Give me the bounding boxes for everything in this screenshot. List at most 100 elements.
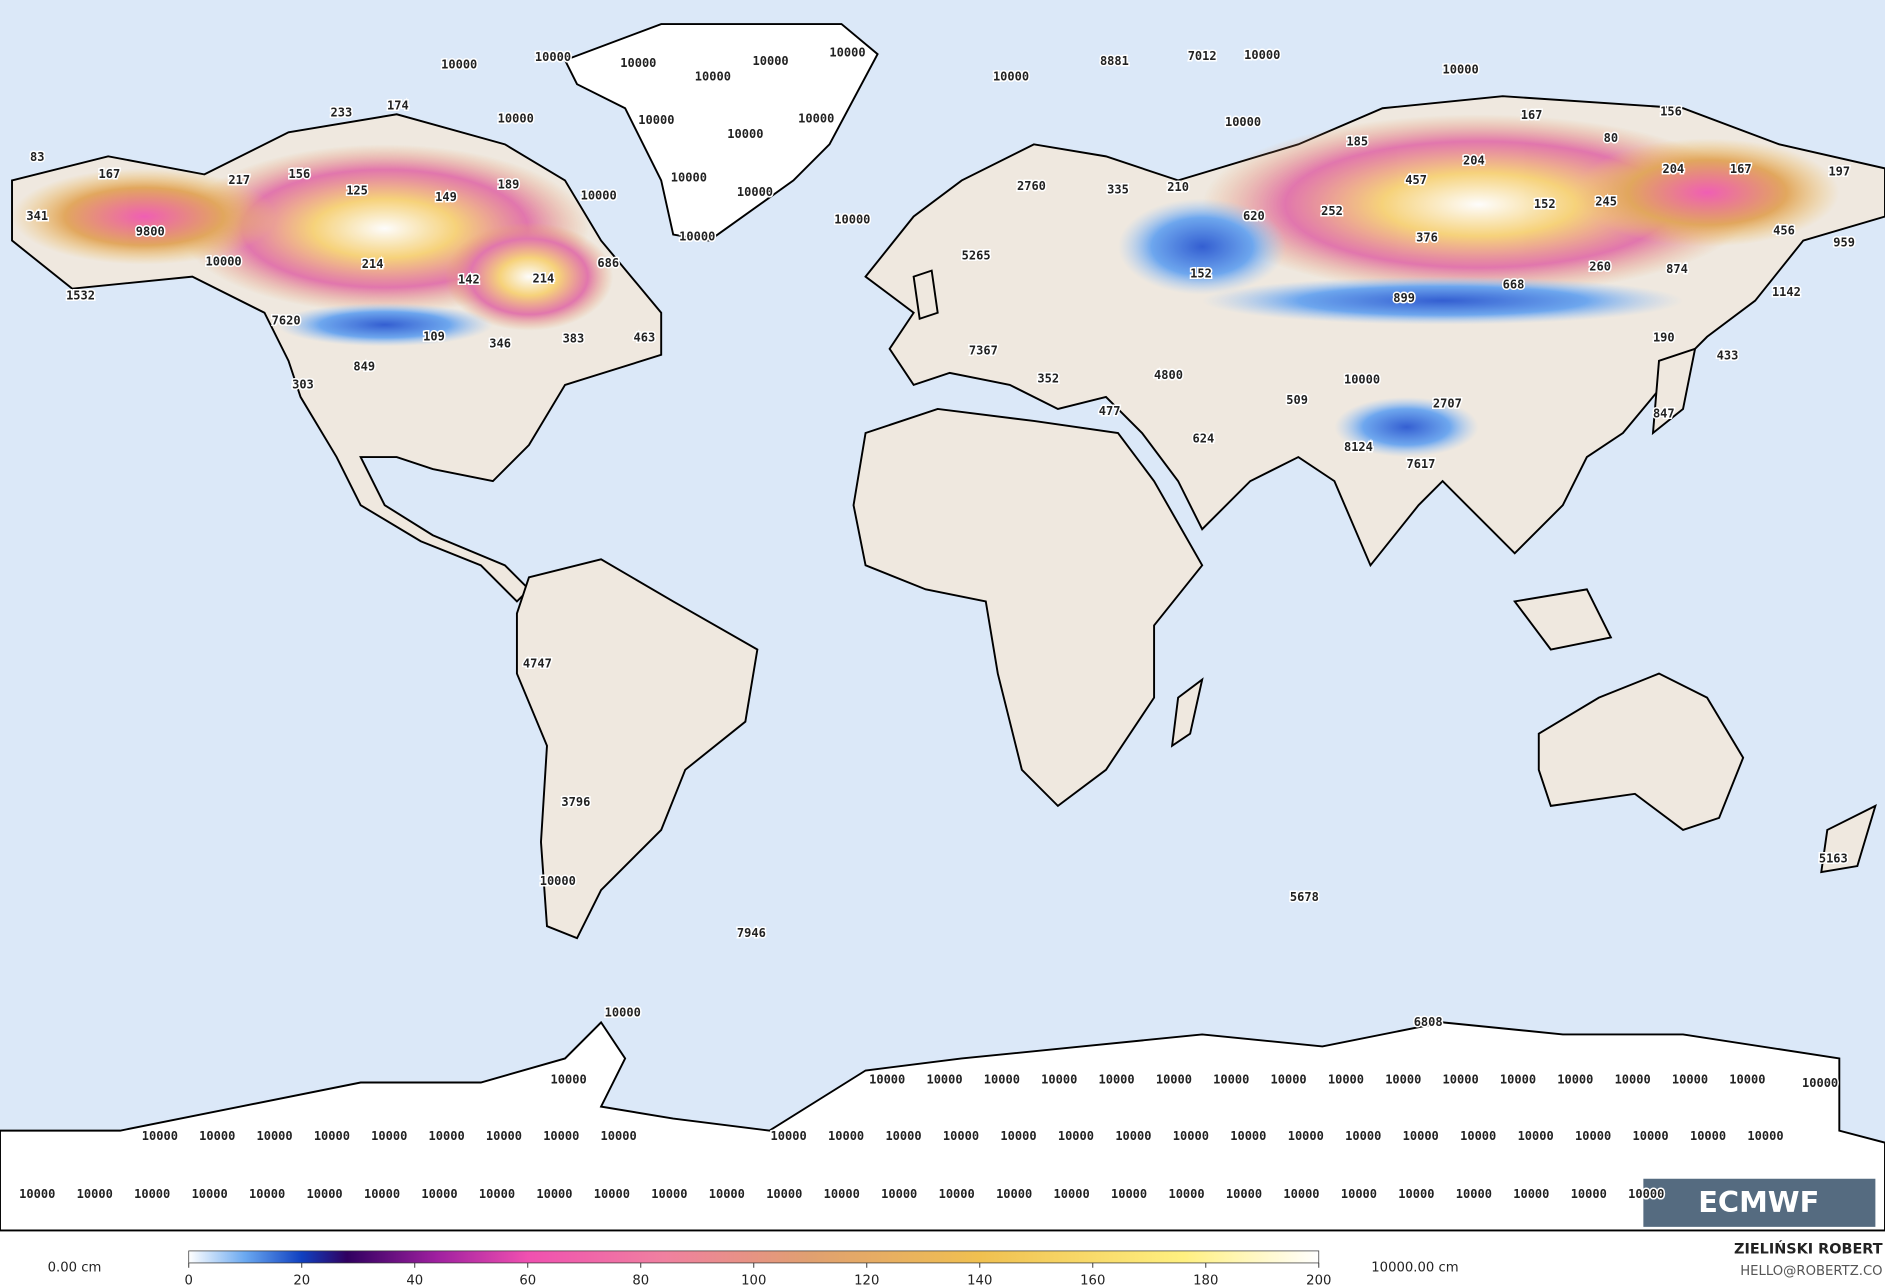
map-label: 10000 [535, 50, 571, 64]
map-label: 335 [1107, 183, 1129, 197]
map-label: 10000 [679, 229, 715, 243]
map-label: 10000 [142, 1129, 178, 1143]
map-label: 7617 [1406, 457, 1435, 471]
map-label: 509 [1286, 393, 1308, 407]
map-label: 167 [1521, 108, 1543, 122]
map-label: 80 [1604, 131, 1618, 145]
map-label: 2760 [1017, 179, 1046, 193]
map-label: 214 [362, 257, 384, 271]
map-label: 10000 [421, 1187, 457, 1201]
map-label: 2707 [1433, 397, 1462, 411]
map-label: 899 [1393, 291, 1415, 305]
map-label: 457 [1405, 173, 1427, 187]
map-label: 10000 [798, 112, 834, 126]
map-label: 346 [489, 336, 511, 350]
credit-name: ZIELIŃSKI ROBERT [1734, 1239, 1883, 1257]
map-label: 10000 [620, 56, 656, 70]
map-label: 10000 [1054, 1187, 1090, 1201]
map-label: 10000 [1575, 1129, 1611, 1143]
map-label: 10000 [371, 1129, 407, 1143]
colorbar-tick-label: 200 [1306, 1274, 1331, 1287]
map-label: 1142 [1772, 285, 1801, 299]
map-label: 10000 [1288, 1129, 1324, 1143]
map-label: 456 [1773, 223, 1795, 237]
map-label: 10000 [1344, 373, 1380, 387]
map-label: 874 [1666, 262, 1688, 276]
map-label: 10000 [1213, 1073, 1249, 1087]
map-label: 10000 [1500, 1073, 1536, 1087]
map-label: 433 [1717, 349, 1739, 363]
colorbar-min: 0.00 cm [48, 1260, 102, 1275]
map-label: 8124 [1344, 440, 1373, 454]
colorbar-tick-label: 80 [632, 1274, 649, 1287]
map-label: 686 [597, 256, 619, 270]
map-label: 10000 [540, 874, 576, 888]
map-label: 214 [533, 272, 555, 286]
map-label: 174 [387, 98, 409, 112]
map-label: 10000 [1271, 1073, 1307, 1087]
map-label: 849 [353, 359, 375, 373]
map-label: 10000 [1615, 1073, 1651, 1087]
map-label: 10000 [651, 1187, 687, 1201]
map-label: 10000 [753, 54, 789, 68]
map-label: 10000 [766, 1187, 802, 1201]
map-label: 10000 [19, 1187, 55, 1201]
map-label: 10000 [594, 1187, 630, 1201]
map-label: 10000 [1398, 1187, 1434, 1201]
map-label: 10000 [1168, 1187, 1204, 1201]
map-label: 10000 [939, 1187, 975, 1201]
map-label: 5678 [1290, 890, 1319, 904]
map-label: 624 [1193, 432, 1215, 446]
map-label: 10000 [77, 1187, 113, 1201]
map-label: 10000 [984, 1073, 1020, 1087]
map-label: 10000 [881, 1187, 917, 1201]
map-label: 10000 [709, 1187, 745, 1201]
snow-cover [12, 114, 1840, 458]
map-label: 10000 [1156, 1073, 1192, 1087]
map-label: 10000 [828, 1129, 864, 1143]
map-label: 167 [99, 167, 121, 181]
map-label: 10000 [1802, 1076, 1838, 1090]
colorbar-tick-label: 120 [854, 1274, 879, 1287]
map-label: 9800 [136, 225, 165, 239]
map-label: 7012 [1188, 49, 1217, 63]
map-label: 10000 [479, 1187, 515, 1201]
map-label: 10000 [1000, 1129, 1036, 1143]
map-label: 185 [1346, 134, 1368, 148]
map-label: 10000 [1443, 1073, 1479, 1087]
map-label: 10000 [1328, 1073, 1364, 1087]
map-label: 10000 [1690, 1129, 1726, 1143]
map-label: 3796 [561, 795, 590, 809]
map-label: 10000 [771, 1129, 807, 1143]
map-label: 260 [1589, 260, 1611, 274]
map-label: 10000 [1173, 1129, 1209, 1143]
map-label: 10000 [256, 1129, 292, 1143]
map-label: 10000 [1341, 1187, 1377, 1201]
map-label: 10000 [314, 1129, 350, 1143]
map-label: 10000 [1403, 1129, 1439, 1143]
credit-contact: HELLO@ROBERTZ.CO [1740, 1264, 1882, 1279]
colorbar-tick-label: 140 [967, 1274, 992, 1287]
map-label: 217 [228, 173, 250, 187]
logo-text: ECMWF [1698, 1185, 1819, 1219]
map-label: 10000 [1460, 1129, 1496, 1143]
map-label: 4747 [523, 656, 552, 670]
map-label: 10000 [1058, 1129, 1094, 1143]
map-label: 10000 [1345, 1129, 1381, 1143]
map-label: 190 [1653, 330, 1675, 344]
map-label: 10000 [869, 1073, 905, 1087]
map-label: 7367 [969, 344, 998, 358]
map-label: 352 [1037, 371, 1059, 385]
map-label: 463 [634, 330, 656, 344]
map-label: 233 [331, 106, 353, 120]
map-label: 10000 [1226, 1187, 1262, 1201]
map-label: 10000 [1098, 1073, 1134, 1087]
map-label: 620 [1243, 209, 1265, 223]
map-label: 10000 [1385, 1073, 1421, 1087]
colorbar-tick-label: 40 [406, 1274, 423, 1287]
map-label: 210 [1167, 180, 1189, 194]
colorbar-tick-label: 20 [293, 1274, 310, 1287]
map-label: 10000 [1041, 1073, 1077, 1087]
